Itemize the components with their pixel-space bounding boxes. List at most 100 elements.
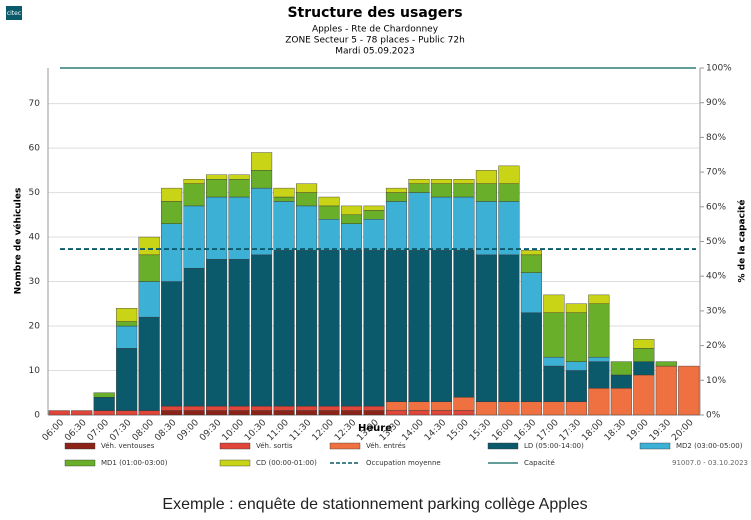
bar-segment: [273, 196, 295, 202]
bar-segment: [565, 303, 587, 313]
bar-segment: [340, 410, 363, 416]
bar-segment: [183, 205, 205, 269]
bar-segment: [588, 388, 610, 416]
bar-segment: [453, 179, 475, 184]
bar-segment: [565, 370, 587, 402]
bar-segment: [385, 201, 408, 251]
x-tick-label: 15:30: [468, 418, 494, 444]
y2-tick-label: 30%: [706, 306, 726, 316]
x-tick-label: 10:30: [243, 418, 269, 444]
y-tick-label: 30: [29, 277, 41, 287]
bar-segment: [340, 405, 363, 411]
bar-segment: [565, 401, 587, 416]
bar-segment: [251, 405, 273, 411]
legend-label: Véh. ventouses: [101, 442, 155, 450]
bar-segment: [385, 192, 408, 202]
x-tick-label: 08:30: [153, 418, 179, 444]
y-tick-label: 20: [29, 322, 41, 332]
bar-segment: [296, 250, 318, 407]
bar-segment: [520, 401, 542, 416]
bar-segment: [251, 410, 273, 416]
bar-segment: [498, 254, 520, 402]
bar-segment: [273, 187, 295, 198]
x-tick-label: 19:30: [648, 418, 674, 444]
subtitle: Apples - Rte de Chardonney: [312, 25, 439, 35]
bar-segment: [183, 405, 205, 411]
bar-segment: [633, 374, 655, 416]
bar-segment: [251, 152, 273, 171]
x-tick-label: 14:00: [400, 418, 426, 444]
bar-segment: [340, 223, 363, 251]
x-tick-label: 12:30: [333, 418, 359, 444]
x-tick-label: 18:30: [603, 418, 629, 444]
bar-segment: [251, 187, 273, 256]
bar-segment: [116, 410, 138, 416]
bar-segment: [408, 183, 430, 193]
x-tick-label: 07:30: [108, 418, 134, 444]
bar-segment: [340, 214, 363, 224]
chart-title: Structure des usagers: [287, 5, 462, 21]
bar-segment: [408, 192, 430, 251]
bar-segment: [318, 410, 340, 416]
y2-tick-label: 20%: [706, 341, 726, 351]
bar-segment: [408, 179, 430, 184]
legend-label: MD2 (03:00-05:00): [676, 442, 743, 450]
y-tick-label: 40: [29, 233, 41, 243]
bar-segment: [296, 205, 318, 251]
bar-segment: [565, 312, 587, 362]
bar-segment: [228, 174, 250, 180]
x-tick-label: 17:30: [558, 418, 584, 444]
bar-segment: [116, 321, 138, 327]
bar-segment: [138, 410, 160, 416]
x-tick-label: 14:30: [423, 418, 449, 444]
bar-segment: [475, 183, 497, 202]
bar-segment: [543, 312, 565, 358]
x-tick-label: 17:00: [535, 418, 561, 444]
bar-segment: [385, 187, 408, 193]
legend-label: Véh. entrés: [366, 442, 406, 450]
bar-segment: [430, 250, 452, 402]
bar-segment: [498, 165, 520, 184]
bar-segment: [588, 361, 610, 389]
x-axis-label: Heure: [358, 423, 392, 434]
y2-tick-label: 10%: [706, 376, 726, 386]
y2-tick-label: 90%: [706, 98, 726, 108]
y-tick-label: 60: [29, 144, 41, 154]
subtitle: Mardi 05.09.2023: [335, 47, 414, 57]
bar-segment: [71, 410, 93, 416]
bar-segment: [206, 179, 228, 198]
bar-segment: [318, 205, 340, 220]
bar-segment: [430, 183, 452, 198]
bar-segment: [520, 254, 542, 273]
bar-segment: [93, 392, 115, 398]
bar-segment: [138, 254, 160, 282]
bar-segment: [340, 205, 363, 216]
bar-segment: [206, 259, 228, 407]
bar-segment: [610, 374, 632, 389]
bar-segment: [183, 267, 205, 407]
bar-segment: [93, 397, 115, 411]
bar-segment: [161, 187, 183, 202]
bar-segment: [116, 325, 138, 349]
bar-segment: [430, 196, 452, 251]
y-tick-label: 50: [29, 188, 41, 198]
x-tick-label: 06:00: [41, 418, 67, 444]
bar-segment: [520, 250, 542, 256]
bar-segment: [161, 405, 183, 411]
x-tick-label: 09:00: [176, 418, 202, 444]
bar-segment: [475, 170, 497, 184]
bar-segment: [273, 201, 295, 251]
bar-segment: [273, 405, 295, 411]
bar-segment: [633, 348, 655, 362]
bar-segment: [543, 365, 565, 402]
bar-segment: [543, 294, 565, 313]
bar-segment: [138, 316, 160, 411]
bar-segment: [228, 259, 250, 407]
x-tick-label: 16:30: [513, 418, 539, 444]
caption: Exemple : enquête de stationnement parki…: [162, 496, 587, 513]
x-tick-label: 19:00: [625, 418, 651, 444]
bar-segment: [655, 361, 677, 367]
x-tick-label: 15:00: [445, 418, 471, 444]
bar-segment: [453, 397, 475, 411]
bar-segment: [475, 254, 497, 402]
